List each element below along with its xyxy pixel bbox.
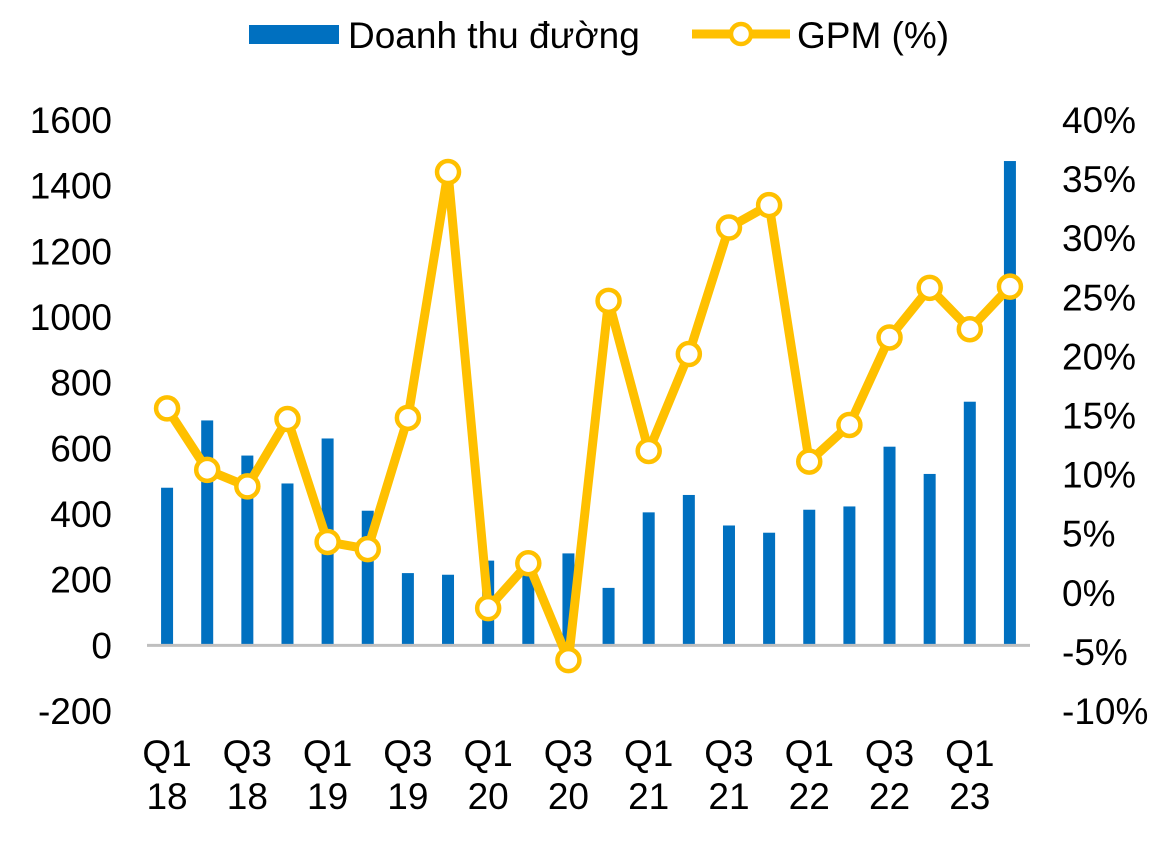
gpm-point-15 <box>715 214 743 241</box>
y-right-tick-label: 5% <box>1062 514 1115 555</box>
y-left-tick-label: 1600 <box>30 100 112 141</box>
bar-14 <box>682 494 695 646</box>
bar-22 <box>1003 161 1016 646</box>
x-tick-label-quarter: Q3 <box>865 733 914 774</box>
x-axis: Q118Q318Q119Q319Q120Q320Q121Q321Q122Q322… <box>142 733 994 817</box>
x-tick-label-year: 19 <box>307 776 348 817</box>
gpm-point-17 <box>796 448 823 475</box>
bar-18 <box>843 506 856 646</box>
bar-8 <box>442 574 455 646</box>
y-right-tick-label: -5% <box>1062 632 1128 673</box>
bar-10 <box>522 571 535 646</box>
gpm-line-series <box>153 158 1024 674</box>
x-tick-label-year: 18 <box>227 776 268 817</box>
legend: Doanh thu đường GPM (%) <box>249 15 949 56</box>
bar-4 <box>281 483 294 646</box>
bar-21 <box>963 401 976 646</box>
legend-label-revenue: Doanh thu đường <box>348 15 640 56</box>
bar-series <box>161 161 1016 646</box>
bar-2 <box>201 420 214 646</box>
x-tick-label-quarter: Q1 <box>785 733 834 774</box>
gpm-point-20 <box>916 274 943 302</box>
y-left-tick-label: 600 <box>50 428 112 469</box>
gpm-point-11 <box>555 646 582 674</box>
x-tick-label-quarter: Q1 <box>303 733 352 774</box>
bar-15 <box>722 525 735 646</box>
legend-label-gpm: GPM (%) <box>797 15 949 56</box>
y-left-tick-label: -200 <box>38 691 112 732</box>
gpm-point-4 <box>274 405 301 433</box>
x-tick-label-quarter: Q3 <box>223 733 272 774</box>
gpm-line <box>162 167 1015 665</box>
x-tick-label-quarter: Q3 <box>704 733 753 774</box>
bar-19 <box>883 446 896 646</box>
x-tick-label-quarter: Q1 <box>463 733 512 774</box>
x-tick-label-year: 22 <box>789 776 830 817</box>
bar-13 <box>642 512 655 646</box>
y-left-axis: 1600 1400 1200 1000 800 600 400 200 0 -200 <box>30 100 112 732</box>
y-right-tick-label: 30% <box>1062 218 1136 259</box>
gpm-point-5 <box>314 528 341 556</box>
gpm-point-7 <box>394 404 422 432</box>
x-tick-label-year: 19 <box>387 776 428 817</box>
y-right-tick-label: -10% <box>1062 691 1148 732</box>
x-tick-label-year: 21 <box>628 776 669 817</box>
gpm-point-14 <box>675 340 703 368</box>
y-left-tick-label: 400 <box>50 494 112 535</box>
x-tick-label-quarter: Q1 <box>945 733 994 774</box>
y-right-tick-label: 40% <box>1062 100 1136 141</box>
y-left-tick-label: 800 <box>50 363 112 404</box>
x-tick-label-quarter: Q3 <box>383 733 432 774</box>
gpm-point-3 <box>234 473 261 500</box>
x-tick-label-quarter: Q1 <box>142 733 191 774</box>
bar-3 <box>241 455 254 646</box>
gpm-point-12 <box>595 287 622 315</box>
x-tick-label-year: 20 <box>548 776 589 817</box>
gpm-point-8 <box>434 158 462 186</box>
bar-16 <box>763 532 776 646</box>
y-right-tick-label: 15% <box>1062 396 1136 437</box>
y-left-tick-label: 1200 <box>30 231 112 272</box>
gpm-point-21 <box>956 315 984 343</box>
bar-12 <box>602 587 615 646</box>
y-left-tick-label: 1000 <box>30 297 112 338</box>
gpm-point-22 <box>996 273 1024 300</box>
gpm-point-1 <box>153 395 181 422</box>
bar-17 <box>803 509 816 646</box>
gpm-point-10 <box>515 550 542 577</box>
x-tick-label-quarter: Q3 <box>544 733 593 774</box>
gpm-point-13 <box>635 437 662 465</box>
y-left-tick-label: 1400 <box>30 166 112 207</box>
y-right-tick-label: 25% <box>1062 277 1136 318</box>
legend-bar-swatch <box>249 25 339 44</box>
gpm-point-2 <box>193 456 221 484</box>
legend-marker-swatch <box>728 21 754 47</box>
x-tick-label-year: 20 <box>468 776 509 817</box>
bar-20 <box>923 473 936 646</box>
x-tick-label-year: 18 <box>146 776 187 817</box>
y-left-tick-label: 0 <box>91 625 112 666</box>
bar-7 <box>401 573 414 646</box>
gpm-point-19 <box>876 324 903 351</box>
x-tick-label-year: 21 <box>708 776 749 817</box>
x-tick-label-year: 22 <box>869 776 910 817</box>
gpm-point-18 <box>836 411 863 439</box>
y-right-axis: 40% 35% 30% 25% 20% 15% 10% 5% 0% -5% -10% <box>1062 100 1148 732</box>
y-right-tick-label: 20% <box>1062 336 1136 377</box>
gpm-point-6 <box>354 535 381 563</box>
bar-1 <box>161 487 174 646</box>
y-right-tick-label: 10% <box>1062 455 1136 496</box>
x-tick-label-quarter: Q1 <box>624 733 673 774</box>
x-tick-label-year: 23 <box>949 776 990 817</box>
gpm-point-9 <box>474 594 502 622</box>
y-left-tick-label: 200 <box>50 560 112 601</box>
y-right-tick-label: 35% <box>1062 159 1136 200</box>
gpm-point-16 <box>755 191 783 219</box>
y-right-tick-label: 0% <box>1062 573 1115 614</box>
